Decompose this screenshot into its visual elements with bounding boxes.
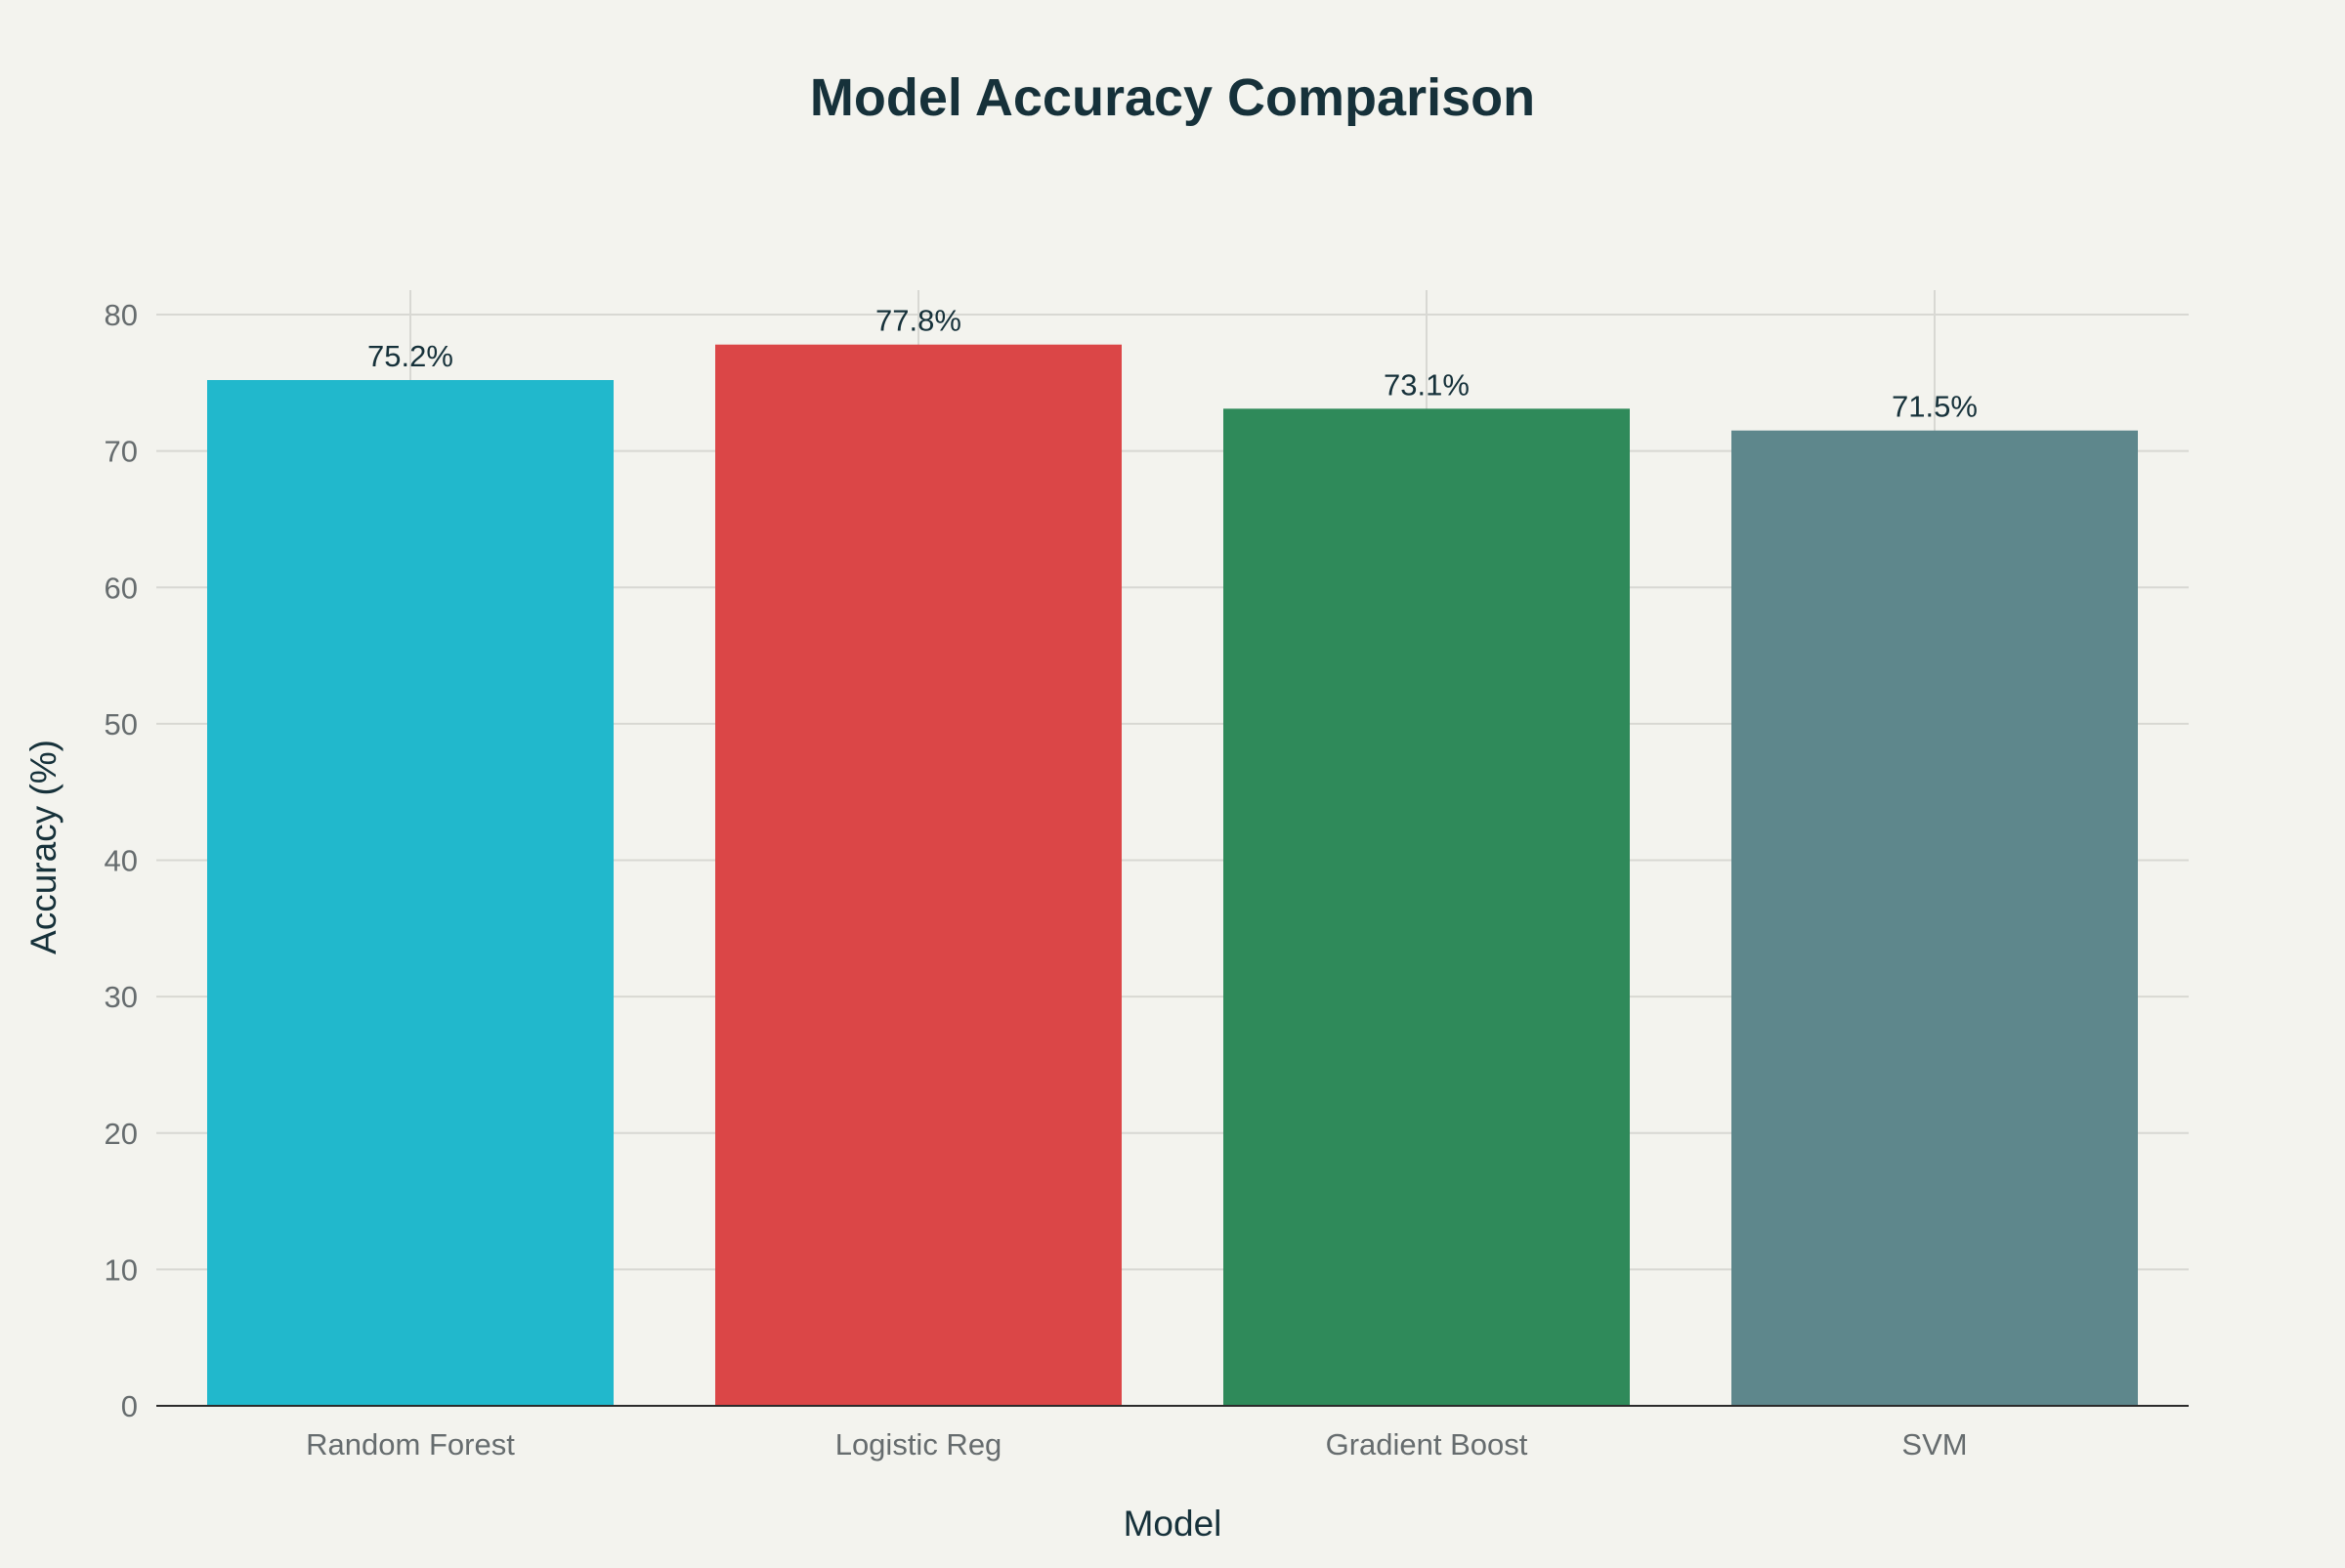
y-tick-label: 20: [105, 1117, 138, 1151]
y-axis-title: Accuracy (%): [23, 740, 64, 954]
y-tick-label: 50: [105, 707, 138, 742]
x-tick-label: Gradient Boost: [1326, 1427, 1528, 1462]
x-tick-label: Random Forest: [306, 1427, 515, 1462]
bar-value-label: 75.2%: [367, 339, 453, 373]
bar-value-label: 71.5%: [1892, 390, 1978, 424]
y-tick-label: 70: [105, 435, 138, 469]
y-tick-label: 40: [105, 844, 138, 878]
bar: [715, 344, 1122, 1406]
x-tick-label: Logistic Reg: [835, 1427, 1002, 1462]
y-tick-label: 80: [105, 298, 138, 332]
bar-value-label: 77.8%: [875, 304, 961, 338]
bar: [1731, 430, 2138, 1406]
x-axis-title: Model: [1124, 1504, 1222, 1544]
bar-value-label: 73.1%: [1384, 367, 1470, 402]
y-tick-label: 30: [105, 980, 138, 1014]
y-tick-label: 60: [105, 571, 138, 605]
bar: [1223, 408, 1630, 1406]
bar: [207, 380, 614, 1406]
y-tick-label: 10: [105, 1252, 138, 1287]
y-tick-label: 0: [121, 1389, 138, 1423]
chart-title: Model Accuracy Comparison: [810, 68, 1535, 127]
x-tick-label: SVM: [1901, 1427, 1967, 1462]
labels-layer: 0 10 20 30 40 50 60 70 80 75.2% Random Forest 77.8%…: [105, 298, 1978, 1462]
bars-layer: [207, 344, 2138, 1406]
